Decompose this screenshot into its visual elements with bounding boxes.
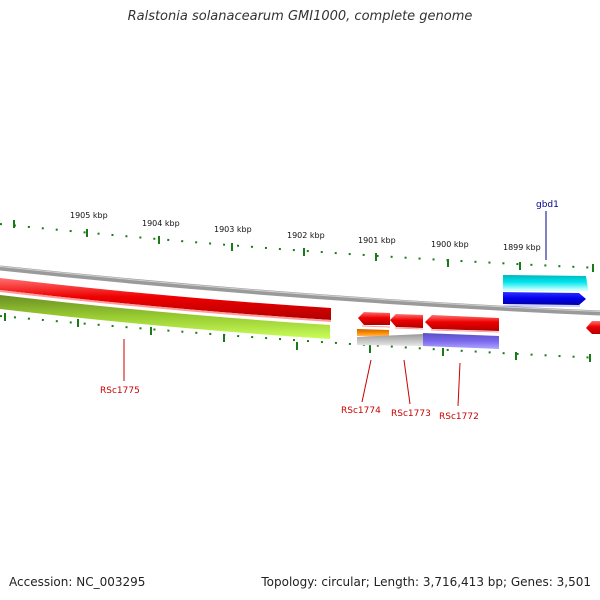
gene-label-rsc1773[interactable]: RSc1773	[391, 409, 431, 419]
ruler-label-1904: 1904 kbp	[142, 219, 180, 228]
genome-title: Ralstonia solanacearum GMI1000, complete…	[127, 9, 473, 24]
feature-rsc1774-cds[interactable]	[357, 329, 389, 337]
lower-ruler-track	[0, 315, 600, 359]
genome-backbone-highlight	[0, 266, 600, 312]
ruler-label-1901: 1901 kbp	[358, 236, 396, 245]
ruler-label-1899: 1899 kbp	[503, 243, 541, 252]
gene-label-rsc1775[interactable]: RSc1775	[100, 386, 140, 396]
rsc1773-leader-line	[403, 359, 411, 405]
feature-rsc1772-gene[interactable]	[425, 315, 500, 333]
upper-ruler-track	[0, 223, 600, 269]
ruler-label-1902: 1902 kbp	[287, 231, 325, 240]
gene-label-rsc1774[interactable]: RSc1774	[341, 406, 381, 416]
feature-rsc1772-cds[interactable]	[423, 333, 499, 349]
rsc1774-leader-line	[361, 359, 372, 403]
feature-rsc1773-gene[interactable]	[390, 314, 424, 330]
rsc1772-leader-line	[457, 362, 461, 407]
gene-label-rsc1772[interactable]: RSc1772	[439, 412, 479, 422]
upper-major-ticks	[13, 220, 594, 272]
gene-label-gbd1[interactable]: gbd1	[536, 200, 559, 210]
ruler-label-1900: 1900 kbp	[431, 240, 469, 249]
feature-gbd1-cds[interactable]	[503, 275, 588, 291]
lower-major-ticks	[4, 313, 591, 362]
ruler-label-1903: 1903 kbp	[214, 225, 252, 234]
feature-rsc1774-gene[interactable]	[358, 312, 391, 328]
genome-summary-text: Topology: circular; Length: 3,716,413 bp…	[261, 575, 591, 589]
feature-rsc1775-gene[interactable]	[0, 278, 332, 322]
feature-gbd1-gene[interactable]	[503, 292, 586, 307]
ruler-label-1905: 1905 kbp	[70, 211, 108, 220]
feature-rsc1775-cds[interactable]	[0, 295, 330, 339]
feature-edge-gene[interactable]	[586, 321, 600, 334]
feature-rsc1773-cds[interactable]	[357, 334, 423, 346]
genome-backbone	[0, 265, 600, 316]
accession-text: Accession: NC_003295	[9, 575, 146, 589]
